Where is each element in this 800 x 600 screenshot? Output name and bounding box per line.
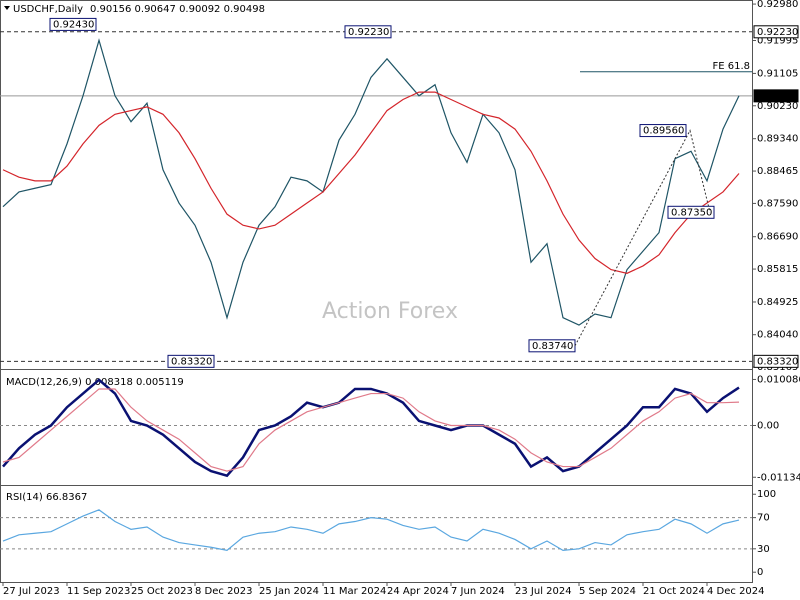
x-tick-label: 21 Oct 2024 [643,586,705,597]
y-tick-label: 0.84925 [757,297,798,308]
series-line [2,388,740,472]
price-label-box [753,354,799,368]
annotation-box [667,205,715,219]
y-tick-label: 0.87590 [757,198,798,209]
price-label-box [753,89,799,103]
annotation-box [639,124,687,138]
price-label: 0.83320 [757,356,798,367]
annotation-box [49,17,97,31]
x-tick-label: 25 Jan 2024 [259,586,319,597]
x-tick-label: 11 Sep 2023 [67,586,130,597]
x-tick-label: 8 Dec 2023 [195,586,253,597]
y-tick-label: 0 [757,567,763,578]
y-tick-label: 0.90230 [757,101,798,112]
y-tick-label: 0.91995 [757,35,798,46]
annotation-label: 0.87350 [671,207,712,218]
x-tick-label: 5 Sep 2024 [579,586,636,597]
y-tick-label: 0.92980 [757,0,798,10]
price-label-box [753,25,799,39]
panel-title: USDCHF,Daily [13,4,83,15]
annotation-label: 0.92430 [53,19,94,30]
series-line [2,91,740,274]
x-tick-label: 23 Jul 2024 [515,586,572,597]
series-line [2,38,740,326]
fe-label: FE 61.8 [712,61,750,72]
annotation-label: 0.83740 [532,341,573,352]
menu-arrow [4,6,10,10]
y-tick-label: 0.88465 [757,166,798,177]
series-line [2,509,740,552]
y-tick-label: 70 [757,513,770,524]
panel-title: RSI(14) 66.8367 [6,492,87,503]
y-tick-label: 0.84040 [757,330,798,341]
ohlc-values: 0.90156 0.90647 0.90092 0.90498 [90,4,265,15]
y-tick-label: 0.010086 [757,374,800,385]
annotation-label: 0.83320 [171,356,212,367]
annotation-label: 0.89560 [643,126,684,137]
price-label: 0.92230 [757,27,798,38]
y-tick-label: 0.85815 [757,264,798,275]
plot-frame [0,0,753,583]
annotation-label: 0.92230 [348,27,389,38]
x-tick-label: 25 Oct 2023 [131,586,193,597]
x-tick-label: 11 Mar 2024 [323,586,386,597]
y-tick-label: 0.91105 [757,68,798,79]
y-tick-label: 0.89340 [757,134,798,145]
series-line [2,378,740,478]
price-label: 0.90498 [757,91,798,102]
y-tick-label: 30 [757,544,770,555]
y-tick-label: 0.86690 [757,232,798,243]
x-tick-label: 7 Jun 2024 [451,586,505,597]
y-tick-label: 100 [757,489,776,500]
fib-line [574,129,711,347]
annotation-box [344,25,392,39]
x-tick-label: 4 Dec 2024 [707,586,765,597]
y-tick-label: 0.00 [757,420,779,431]
x-tick-label: 24 Apr 2024 [387,586,449,597]
x-tick-label: 27 Jul 2023 [3,586,60,597]
annotation-box [167,354,215,368]
watermark: Action Forex [322,299,458,324]
y-tick-label: -0.011342 [757,472,800,483]
